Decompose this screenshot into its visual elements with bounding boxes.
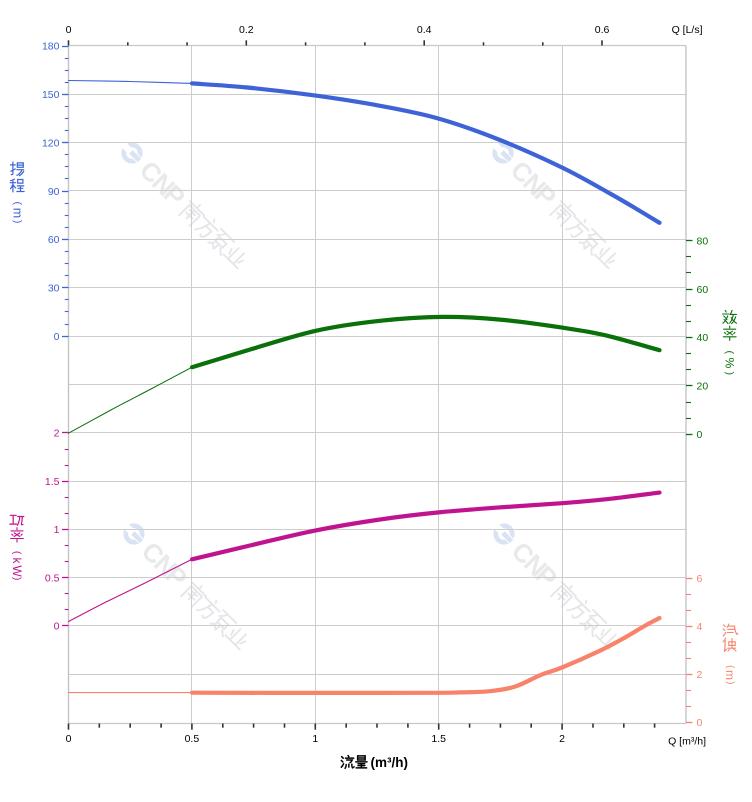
svg-text:1.5: 1.5 bbox=[45, 476, 60, 488]
svg-text:k: k bbox=[10, 558, 24, 565]
svg-text:180: 180 bbox=[42, 41, 60, 53]
svg-text:30: 30 bbox=[48, 282, 60, 294]
svg-text:0: 0 bbox=[54, 621, 60, 633]
svg-text:0: 0 bbox=[66, 733, 72, 745]
svg-text:(: ( bbox=[11, 202, 23, 206]
svg-text:m: m bbox=[723, 670, 737, 680]
svg-text:): ) bbox=[724, 371, 736, 375]
svg-text:Q [m³/h]: Q [m³/h] bbox=[668, 736, 706, 748]
svg-text:W: W bbox=[10, 565, 24, 577]
svg-text:%: % bbox=[723, 358, 737, 369]
svg-text:): ) bbox=[11, 577, 23, 581]
svg-text:0: 0 bbox=[66, 24, 72, 36]
svg-text:0: 0 bbox=[697, 429, 703, 441]
svg-text:): ) bbox=[11, 220, 23, 224]
svg-text:1: 1 bbox=[312, 733, 318, 745]
svg-text:60: 60 bbox=[48, 234, 60, 246]
svg-text:0: 0 bbox=[697, 717, 703, 729]
svg-text:6: 6 bbox=[697, 573, 703, 585]
svg-text:80: 80 bbox=[697, 235, 709, 247]
svg-text:1: 1 bbox=[54, 524, 60, 536]
svg-text:(: ( bbox=[11, 551, 23, 555]
svg-text:0.5: 0.5 bbox=[45, 572, 60, 584]
svg-text:120: 120 bbox=[42, 137, 60, 149]
svg-text:0.4: 0.4 bbox=[417, 24, 432, 36]
svg-text:0.2: 0.2 bbox=[239, 24, 254, 36]
svg-text:): ) bbox=[725, 681, 736, 684]
svg-text:60: 60 bbox=[697, 284, 709, 296]
svg-text:2: 2 bbox=[697, 669, 703, 681]
svg-text:4: 4 bbox=[697, 621, 703, 633]
svg-text:40: 40 bbox=[697, 332, 709, 344]
svg-text:1.5: 1.5 bbox=[431, 733, 446, 745]
svg-text:2: 2 bbox=[559, 733, 565, 745]
svg-text:20: 20 bbox=[697, 381, 709, 393]
svg-text:0.6: 0.6 bbox=[595, 24, 610, 36]
svg-text:0.5: 0.5 bbox=[185, 733, 200, 745]
svg-text:90: 90 bbox=[48, 186, 60, 198]
svg-text:0: 0 bbox=[54, 331, 60, 343]
svg-text:m: m bbox=[10, 208, 24, 218]
svg-text:(m³/h): (m³/h) bbox=[371, 755, 409, 770]
svg-text:(: ( bbox=[724, 350, 736, 354]
svg-text:Q [L/s]: Q [L/s] bbox=[672, 24, 703, 36]
svg-text:2: 2 bbox=[54, 428, 60, 440]
svg-text:150: 150 bbox=[42, 89, 60, 101]
svg-text:(: ( bbox=[725, 665, 736, 669]
